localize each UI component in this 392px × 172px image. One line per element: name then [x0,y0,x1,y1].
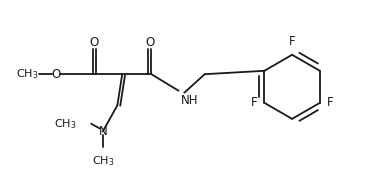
Text: F: F [251,96,258,109]
Text: O: O [146,36,155,49]
Text: CH$_3$: CH$_3$ [16,67,38,81]
Text: O: O [52,68,61,81]
Text: O: O [89,36,99,49]
Text: CH$_3$: CH$_3$ [92,154,114,168]
Text: NH: NH [180,94,198,107]
Text: CH$_3$: CH$_3$ [54,117,76,131]
Text: N: N [98,125,107,138]
Text: F: F [289,35,296,48]
Text: F: F [327,96,333,109]
